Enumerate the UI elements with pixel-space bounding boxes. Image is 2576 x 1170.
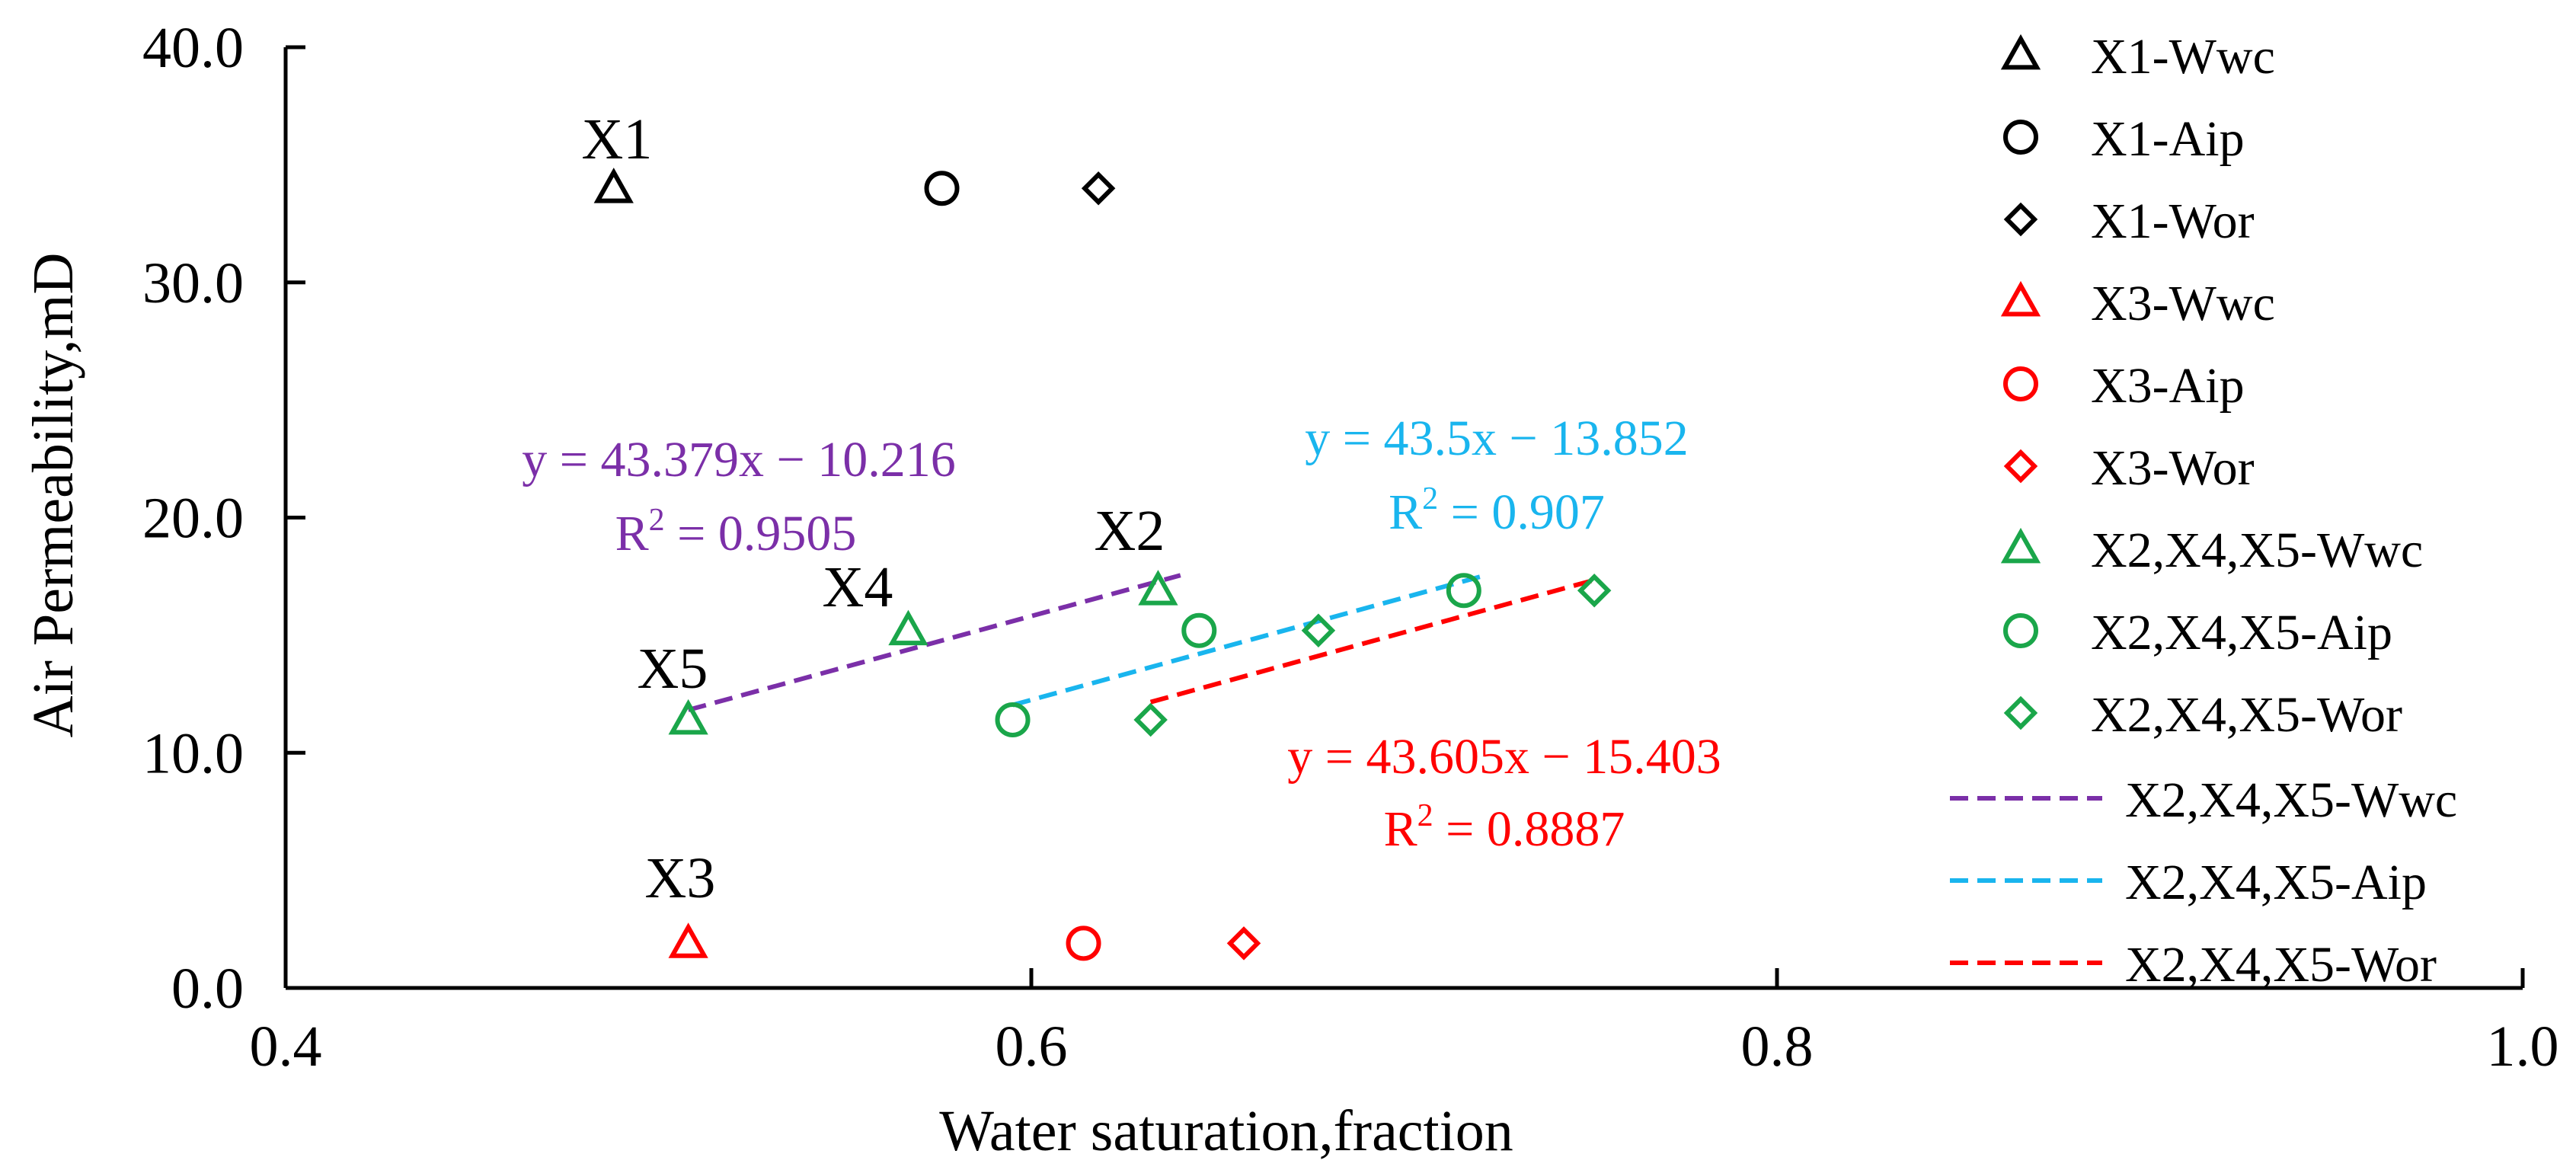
label-x2: X2 (1095, 499, 1165, 563)
y-tick-label: 20.0 (142, 487, 244, 551)
x-tick-label: 0.8 (1741, 1015, 1814, 1079)
y-tick-label: 40.0 (142, 16, 244, 80)
x-axis-title: Water saturation,fraction (939, 1099, 1513, 1163)
legend-label: X1-Wwc (2091, 29, 2275, 85)
trendline-x2-x4-x5-aip (1012, 573, 1487, 708)
legend-marker-x2-x4-x5-aip (2003, 613, 2038, 648)
point-x1-aip (924, 171, 960, 206)
equation-wwc: y = 43.379x − 10.216 (522, 432, 955, 488)
point-x2-x4-x5-aip (995, 702, 1031, 738)
legend-marker-x3-wor (2003, 449, 2038, 484)
point-x3-wor (1226, 926, 1261, 961)
r2-wor: R2 = 0.8887 (1384, 798, 1625, 857)
legend-label: X2,X4,X5-Wor (2091, 687, 2402, 743)
legend-marker-x1-wor (2003, 202, 2038, 237)
point-x2-x4-x5-wwc (888, 609, 928, 646)
point-x2-x4-x5-wor (1577, 573, 1612, 608)
y-axis-title: Air Permeability,mD (21, 253, 85, 738)
y-tick-label: 10.0 (142, 721, 244, 785)
legend-label: X2,X4,X5-Wwc (2091, 523, 2423, 578)
r2-wwc: R2 = 0.9505 (615, 503, 857, 561)
legend: X1-Wwc X1-Aip X1-Wor X3-Wwc X3-Aip X3-Wor X2,X… (1950, 29, 2457, 993)
legend-marker-x3-aip (2003, 366, 2038, 401)
point-x2-x4-x5-wwc (668, 698, 708, 735)
point-x2-x4-x5-aip (1446, 573, 1481, 609)
trendline-x2-x4-x5-wwc (687, 573, 1181, 712)
point-x2-x4-x5-aip (1181, 612, 1217, 648)
legend-label: X3-Wor (2091, 440, 2255, 496)
r2-aip: R2 = 0.907 (1389, 481, 1605, 540)
plot-axes: 0.4 0.6 0.8 1.0 0.0 10.0 20.0 30.0 40.0 (142, 16, 2559, 1079)
point-x2-x4-x5-wor (1133, 702, 1168, 737)
legend-label: X2,X4,X5-Wwc (2125, 772, 2457, 828)
trend-lines (687, 573, 1595, 712)
point-x1-wor (1081, 171, 1116, 206)
y-tick-label: 30.0 (142, 251, 244, 315)
legend-marker-x1-aip (2003, 120, 2038, 155)
point-x1-wwc (593, 168, 634, 203)
equation-wor: y = 43.605x − 15.403 (1287, 729, 1721, 785)
point-x3-wwc (668, 922, 708, 958)
x-tick-label: 1.0 (2487, 1015, 2559, 1079)
legend-label: X2,X4,X5-Wor (2125, 937, 2437, 993)
legend-marker-x3-wwc (2000, 280, 2041, 317)
legend-label: X3-Wwc (2091, 276, 2275, 331)
data-markers (593, 168, 1612, 961)
label-x5: X5 (638, 637, 708, 701)
legend-marker-x2-x4-x5-wor (2003, 695, 2038, 730)
point-x2-x4-x5-wor (1301, 613, 1336, 647)
legend-label: X2,X4,X5-Aip (2125, 855, 2427, 910)
legend-marker-x1-wwc (2000, 34, 2041, 70)
legend-marker-x2-x4-x5-wwc (2000, 527, 2041, 564)
x-tick-label: 0.4 (250, 1015, 322, 1079)
label-x3: X3 (645, 846, 716, 910)
legend-label: X1-Aip (2091, 111, 2245, 167)
label-x4: X4 (823, 555, 893, 619)
point-x3-aip (1066, 925, 1101, 961)
y-tick-label: 0.0 (171, 957, 244, 1021)
legend-label: X2,X4,X5-Aip (2091, 605, 2392, 660)
trendline-x2-x4-x5-wor (1149, 577, 1595, 705)
legend-label: X1-Wor (2091, 193, 2255, 249)
legend-label: X3-Aip (2091, 358, 2245, 414)
equation-aip: y = 43.5x − 13.852 (1305, 411, 1688, 466)
point-x2-x4-x5-wwc (1138, 570, 1178, 606)
label-x1: X1 (582, 107, 653, 171)
x-tick-label: 0.6 (996, 1015, 1068, 1079)
